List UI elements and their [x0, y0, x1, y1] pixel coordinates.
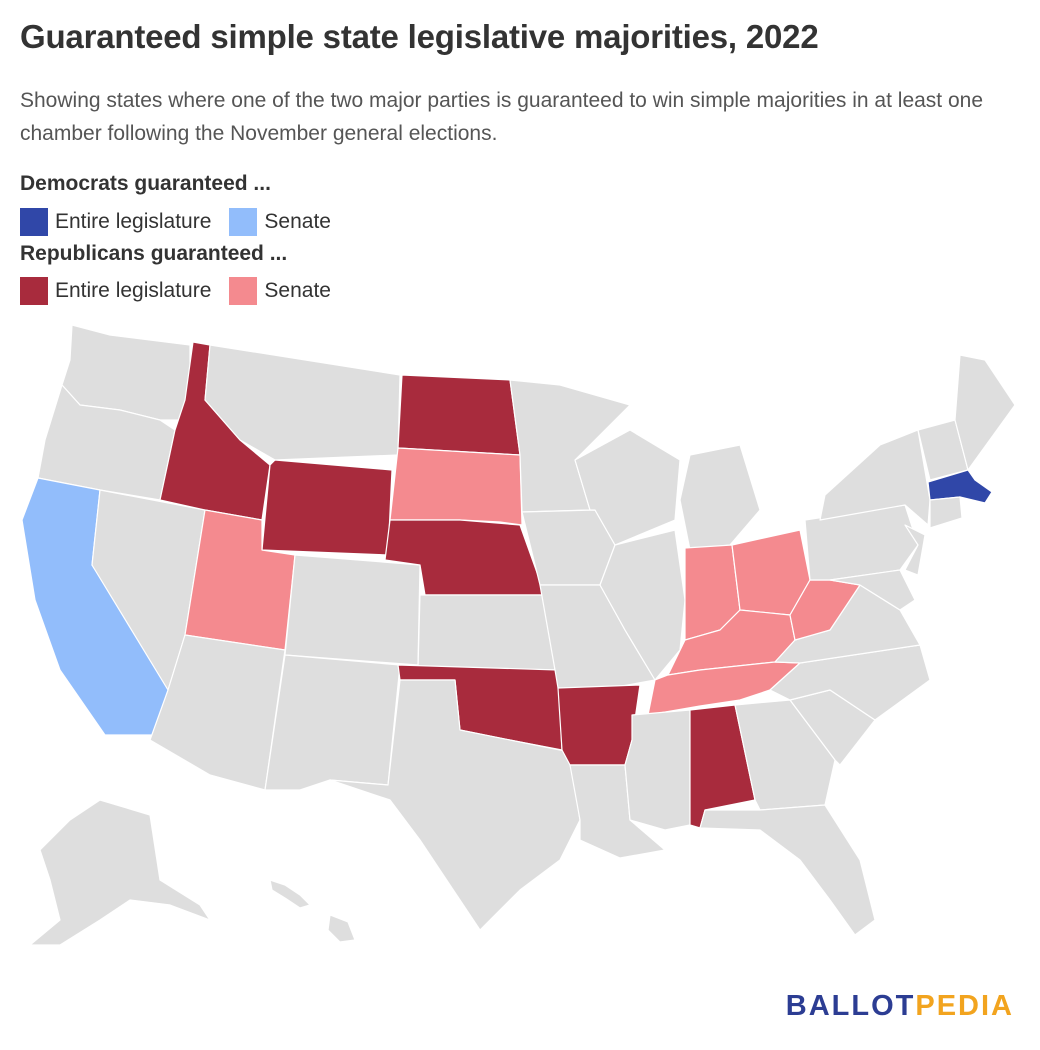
legend-swatch-dem-senate — [229, 208, 258, 236]
legend-item-rep-entire: Entire legislature — [20, 277, 211, 305]
legend-swatch-rep-entire — [20, 277, 48, 305]
legend-swatch-dem-entire — [20, 208, 48, 236]
logo-part-pedia: PEDIA — [915, 990, 1014, 1022]
page-subtitle: Showing states where one of the two majo… — [20, 89, 984, 145]
state-south-dakota — [389, 447, 523, 526]
state-hawaii-islands — [269, 879, 311, 909]
state-hawaii — [327, 914, 356, 943]
legend-rep-heading: Republicans guaranteed ... — [20, 242, 288, 265]
state-wyoming — [261, 459, 393, 556]
state-new-york — [819, 429, 931, 526]
logo-part-ballot: BALLOT — [785, 990, 916, 1022]
us-states-map — [21, 324, 1016, 946]
state-wisconsin — [574, 429, 681, 546]
state-kansas — [417, 594, 556, 671]
state-north-dakota — [397, 374, 521, 456]
state-arkansas — [557, 684, 641, 766]
legend-dem-row: Entire legislature Senate — [20, 208, 349, 236]
state-florida — [699, 804, 876, 936]
legend-label-dem-senate: Senate — [264, 210, 331, 233]
page-title: Guaranteed simple state legislative majo… — [20, 18, 819, 55]
state-colorado — [284, 554, 421, 666]
legend-label-rep-senate: Senate — [264, 279, 331, 302]
state-mississippi — [624, 709, 691, 831]
state-maine — [954, 354, 1016, 471]
ballotpedia-logo: BALLOTPEDIA — [786, 990, 1014, 1023]
legend-dem-heading: Democrats guaranteed ... — [20, 172, 271, 195]
state-new-jersey — [904, 524, 926, 576]
legend-label-dem-entire: Entire legislature — [55, 210, 212, 233]
legend-rep-row: Entire legislature Senate — [20, 277, 349, 305]
state-alaska — [29, 799, 211, 946]
state-illinois — [599, 529, 686, 681]
legend-label-rep-entire: Entire legislature — [55, 279, 212, 302]
state-shapes — [21, 324, 1016, 946]
legend-item-dem-entire: Entire legislature — [20, 208, 211, 236]
state-new-mexico — [264, 654, 401, 791]
state-connecticut — [929, 496, 963, 529]
state-texas — [329, 679, 581, 931]
legend-item-rep-senate: Senate — [229, 277, 331, 305]
state-maryland — [829, 569, 916, 611]
legend-swatch-rep-senate — [229, 277, 258, 305]
legend-item-dem-senate: Senate — [229, 208, 331, 236]
state-michigan — [679, 444, 761, 551]
